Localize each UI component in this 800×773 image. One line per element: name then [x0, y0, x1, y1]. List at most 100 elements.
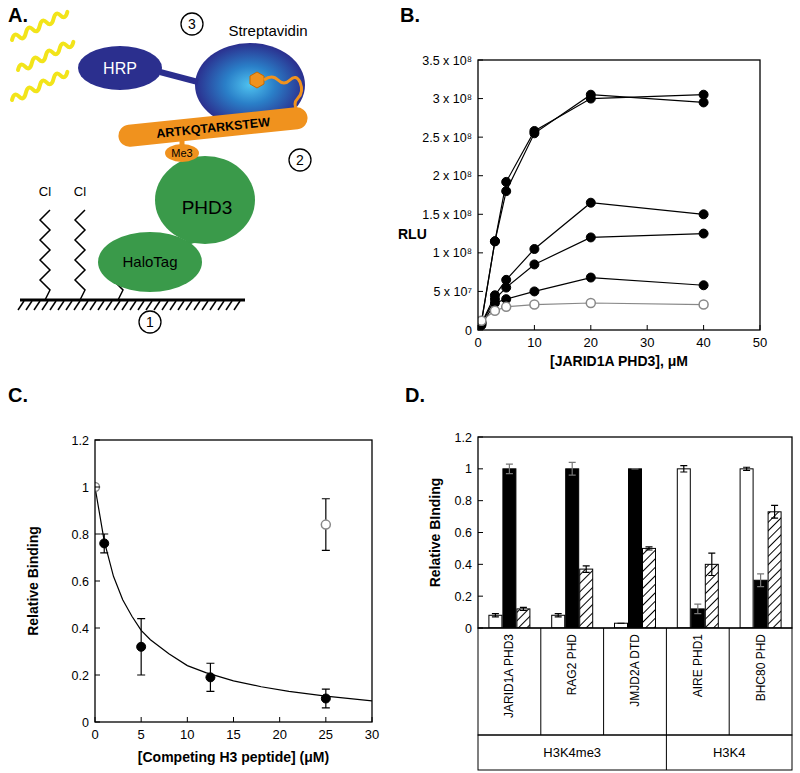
- category-separator: [666, 628, 667, 735]
- point: [586, 198, 595, 207]
- x-tick: [534, 325, 535, 330]
- point: [502, 302, 511, 311]
- surface-hatch: [234, 301, 240, 310]
- point: [490, 237, 499, 246]
- error-bar: [583, 566, 590, 572]
- point: [530, 245, 539, 254]
- biotin-chain: [264, 77, 302, 112]
- y-tick: [478, 98, 483, 99]
- x-tick: [187, 717, 188, 722]
- point: [530, 300, 539, 309]
- y-axis-label: Relative BInding: [427, 478, 443, 588]
- point: [100, 539, 109, 548]
- x-tick-label: 50: [753, 335, 767, 350]
- linker-chain: [40, 210, 50, 300]
- surface-hatch: [66, 301, 72, 310]
- point: [490, 306, 499, 315]
- error-bar: [506, 464, 513, 474]
- x-tick-label: 15: [226, 727, 240, 742]
- y-tick: [95, 534, 100, 535]
- bar: [768, 512, 781, 628]
- step-label: 2: [296, 152, 304, 168]
- peptide-label: ARTKQTARKSTEW: [156, 115, 271, 141]
- surface-hatch: [74, 301, 80, 310]
- x-axis-label: [Competing H3 peptide] (μM): [138, 749, 329, 765]
- phd3-shape: [155, 156, 255, 244]
- surface-hatch: [186, 301, 192, 310]
- y-tick-label: 2.5 x 10⁸: [422, 131, 472, 145]
- series-line: [481, 203, 703, 324]
- x-tick-label: 20: [584, 335, 598, 350]
- point: [95, 483, 100, 492]
- category-separator: [540, 628, 541, 735]
- panel-d: D.00.20.40.60.811.2Relative BIndingJARID…: [405, 384, 792, 770]
- y-tick: [478, 214, 483, 215]
- series-line: [481, 95, 703, 323]
- panel-label: A.: [8, 4, 28, 26]
- error-bar: [206, 663, 214, 691]
- surface-hatch: [58, 301, 64, 310]
- y-tick-label: 0.2: [72, 669, 89, 683]
- point: [530, 287, 539, 296]
- surface-hatch: [106, 301, 112, 310]
- modification-label: Me3: [171, 147, 192, 159]
- light-wave: [9, 71, 71, 100]
- series-line: [481, 234, 703, 324]
- surface-hatch: [138, 301, 144, 310]
- y-axis-label: RLU: [398, 226, 427, 242]
- y-tick-label: 1.2: [72, 434, 89, 448]
- error-bar: [708, 553, 715, 575]
- plot-frame: [95, 440, 372, 722]
- x-tick-label: 40: [696, 335, 710, 350]
- surface-hatch: [170, 301, 176, 310]
- surface-hatch: [90, 301, 96, 310]
- plot-area: [478, 90, 708, 330]
- y-tick-label: 3.5 x 10⁸: [422, 54, 472, 68]
- y-tick: [478, 564, 483, 565]
- halotag-label: HaloTag: [122, 253, 177, 270]
- x-tick: [233, 717, 234, 722]
- y-tick-label: 0.2: [455, 590, 472, 604]
- x-tick-label: 20: [272, 727, 286, 742]
- surface-hatch: [162, 301, 168, 310]
- point: [502, 177, 511, 186]
- surface-hatch: [154, 301, 160, 310]
- surface-hatch: [34, 301, 40, 310]
- group-label: H3K4me3: [543, 745, 601, 760]
- category-label: RAG2 PHD: [565, 634, 579, 696]
- y-tick: [478, 532, 483, 533]
- y-tick: [478, 252, 483, 253]
- point: [502, 187, 511, 196]
- x-tick: [590, 325, 591, 330]
- y-tick: [478, 468, 483, 469]
- surface-hatch: [18, 301, 24, 310]
- y-tick-label: 3 x 10⁸: [433, 92, 472, 106]
- point: [137, 642, 146, 651]
- plot-area: [95, 483, 372, 708]
- surface-hatch: [210, 301, 216, 310]
- y-tick-label: 1: [82, 481, 89, 495]
- figure: A.ClClStreptavidinHRPHaloTagPHD3ARTKQTAR…: [0, 0, 800, 773]
- surface-hatch: [50, 301, 56, 310]
- y-tick: [95, 628, 100, 629]
- point: [586, 233, 595, 242]
- x-tick-label: 30: [365, 727, 379, 742]
- fit-line: [95, 487, 372, 701]
- x-tick-label: 0: [474, 335, 481, 350]
- surface-hatch: [42, 301, 48, 310]
- y-tick-label: 0.4: [72, 622, 89, 636]
- x-tick-label: 10: [527, 335, 541, 350]
- y-tick-label: 2 x 10⁸: [433, 169, 472, 183]
- y-tick-label: 1 x 10⁸: [433, 246, 472, 260]
- hrp-shape: [78, 46, 162, 90]
- error-bar: [555, 614, 562, 617]
- error-bar: [618, 623, 625, 624]
- group-box: [478, 735, 792, 770]
- point: [321, 520, 330, 529]
- bar: [754, 580, 767, 628]
- point: [586, 273, 595, 282]
- hrp-linker: [160, 72, 198, 82]
- y-tick-label: 1.2: [455, 431, 472, 445]
- series-line: [481, 95, 703, 323]
- y-tick: [478, 596, 483, 597]
